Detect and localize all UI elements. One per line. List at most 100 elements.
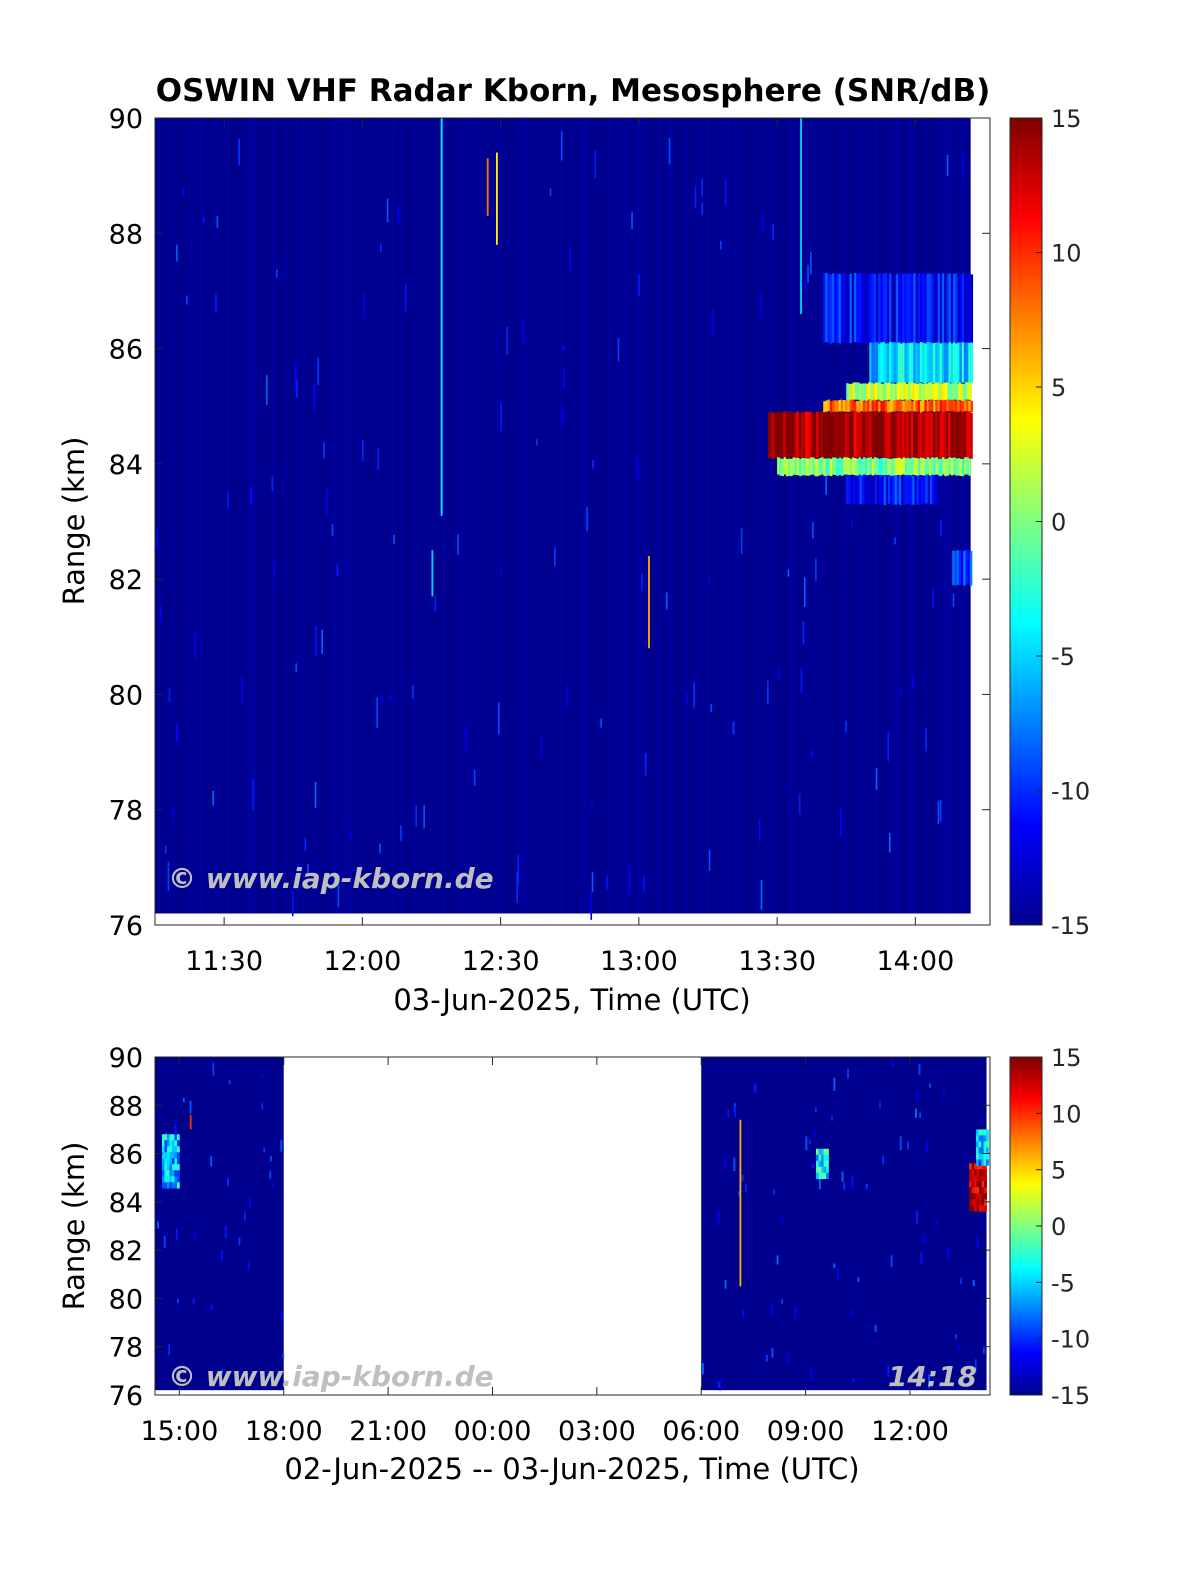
top-heatmap-speck <box>349 831 352 840</box>
bottom-heatmap-speck <box>744 1184 747 1193</box>
top-heatmap-speck <box>600 718 602 728</box>
bottom-xlabel: 02-Jun-2025 -- 03-Jun-2025, Time (UTC) <box>284 1452 859 1486</box>
top-heatmap-cell <box>785 411 788 458</box>
top-heatmap-cell <box>927 475 931 505</box>
bottom-heatmap-cell <box>818 1154 822 1162</box>
bottom-heatmap-speck <box>741 1174 744 1181</box>
top-heatmap-speck <box>762 212 764 232</box>
top-heatmap-cell <box>921 411 925 458</box>
top-heatmap-cell <box>785 458 789 477</box>
top-heatmap-speck <box>939 800 942 822</box>
top-heatmap-cell <box>783 411 786 458</box>
bottom-heatmap-speck <box>916 1090 919 1101</box>
top-heatmap-cell <box>899 476 902 505</box>
bottom-heatmap-speck <box>974 1359 977 1372</box>
top-heatmap-cell <box>870 475 873 505</box>
top-heatmap-cell <box>825 400 828 412</box>
top-heatmap-cell <box>886 401 890 413</box>
top-heatmap-speck <box>720 240 722 250</box>
top-heatmap-cell <box>922 273 925 343</box>
bottom-heatmap-cell <box>981 1163 985 1170</box>
bottom-heatmap-cell <box>976 1181 980 1188</box>
top-heatmap-cell <box>885 475 889 504</box>
top-heatmap-column <box>806 118 808 914</box>
top-colorbar-tick-label: 10 <box>1051 240 1082 268</box>
bottom-heatmap-cell <box>171 1140 175 1147</box>
top-heatmap-cell <box>857 382 860 400</box>
top-heatmap-cell <box>871 458 875 476</box>
top-heatmap-cell <box>790 458 793 477</box>
bottom-heatmap-cell <box>981 1147 984 1154</box>
bottom-heatmap-cell <box>976 1169 980 1176</box>
top-heatmap-speck <box>271 476 274 491</box>
top-heatmap-cell <box>884 411 887 458</box>
top-colorbar: 15 10 5 0 -5 -10 -15 <box>1009 105 1090 940</box>
top-heatmap-column <box>728 118 730 914</box>
top-heatmap-speck <box>215 294 217 312</box>
top-heatmap-speck <box>911 675 914 689</box>
top-heatmap-cell <box>832 457 835 475</box>
top-heatmap-cell <box>939 343 943 384</box>
bottom-heatmap-cell <box>166 1170 170 1177</box>
top-heatmap-cell <box>809 411 813 458</box>
top-heatmap-column <box>770 118 772 914</box>
top-heatmap-cell <box>912 475 915 505</box>
bottom-heatmap-cell <box>974 1187 977 1194</box>
top-heatmap-speck <box>638 274 640 296</box>
top-heatmap-cell <box>935 400 938 412</box>
top-heatmap-cell <box>907 474 911 504</box>
top-heatmap-cell <box>848 475 851 504</box>
top-heatmap-cell <box>899 411 903 458</box>
top-heatmap-column <box>869 118 871 914</box>
top-heatmap-spike <box>800 118 802 314</box>
top-heatmap-column <box>200 118 202 914</box>
top-heatmap-cell <box>847 400 850 412</box>
bottom-heatmap-cell <box>161 1152 165 1159</box>
top-heatmap-cell <box>777 457 780 475</box>
bottom-heatmap-cell <box>981 1153 984 1160</box>
top-heatmap-cell <box>789 411 793 458</box>
bottom-heatmap-cell <box>976 1153 979 1160</box>
bottom-heatmap-cell <box>169 1140 173 1147</box>
top-heatmap-cell <box>961 342 965 383</box>
top-heatmap-cell <box>872 383 876 401</box>
top-heatmap-cell <box>887 458 890 476</box>
bottom-colorbar-tick-label: -15 <box>1051 1382 1090 1410</box>
top-heatmap-column <box>608 118 610 914</box>
bottom-heatmap-speck <box>812 1164 814 1169</box>
top-heatmap-cell <box>933 457 936 476</box>
bottom-ytick-label: 84 <box>109 1188 143 1219</box>
bottom-heatmap-cell <box>969 1193 972 1200</box>
top-heatmap-speck <box>561 404 564 426</box>
top-heatmap-cell <box>845 457 848 475</box>
top-heatmap-cell <box>908 273 912 343</box>
bottom-heatmap-speck <box>833 1077 836 1091</box>
bottom-ytick-label: 78 <box>109 1333 143 1364</box>
top-heatmap-cell <box>779 458 782 476</box>
top-heatmap-cell <box>936 382 939 400</box>
top-heatmap-cell <box>825 411 828 458</box>
top-heatmap-cell <box>831 273 835 343</box>
top-heatmap-column <box>485 118 487 914</box>
bottom-heatmap-cell <box>164 1164 168 1171</box>
bottom-heatmap-cell <box>974 1199 977 1206</box>
top-heatmap-cell <box>891 400 894 412</box>
top-heatmap-speck <box>804 278 807 291</box>
top-heatmap-cell <box>915 412 918 459</box>
top-heatmap-cell <box>941 273 945 343</box>
top-heatmap-cell <box>907 383 911 401</box>
top-heatmap-cell <box>937 399 941 412</box>
top-heatmap-column <box>392 118 394 914</box>
bottom-heatmap-cell <box>978 1129 982 1136</box>
top-heatmap-speck <box>851 514 853 529</box>
bottom-ytick-label: 76 <box>109 1381 143 1412</box>
top-heatmap-cell <box>855 411 859 458</box>
bottom-heatmap-speck <box>918 1063 921 1076</box>
bottom-heatmap-cell <box>823 1160 827 1168</box>
top-heatmap-cell <box>965 411 969 458</box>
top-heatmap-cell <box>946 411 949 458</box>
bottom-heatmap-cell <box>978 1153 982 1160</box>
top-heatmap-speck <box>812 522 814 539</box>
top-heatmap-cell <box>950 458 954 476</box>
top-heatmap-cell <box>772 412 775 459</box>
